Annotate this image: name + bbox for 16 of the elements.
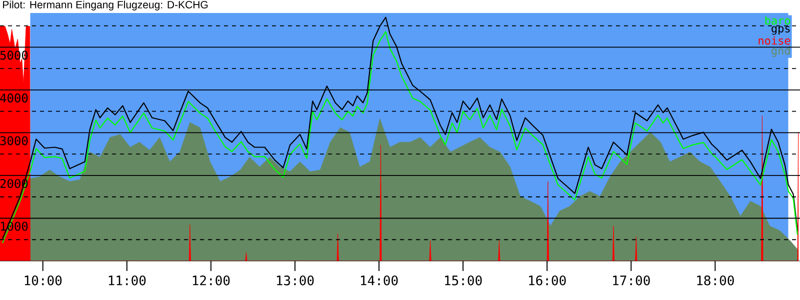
text: gps [772, 26, 790, 35]
y-tick-label: 3000 [0, 136, 28, 146]
x-tick-label: 15:00 [445, 276, 482, 286]
x-tick-label: 17:00 [613, 276, 650, 286]
y-tick-label: 4000 [0, 93, 28, 103]
text: baro [765, 16, 790, 25]
x-tick-label: 14:00 [360, 276, 398, 286]
x-tick-label: 16:00 [529, 276, 566, 286]
chart-title: Pilot: Hermann Eingang Flugzeug: D-KCHG [3, 0, 208, 10]
x-tick-label: 18:00 [697, 276, 734, 286]
text: gnd [772, 46, 790, 57]
x-tick-label: 10:00 [24, 276, 62, 286]
x-tick-label: 11:00 [108, 276, 146, 286]
x-tick-label: 12:00 [192, 276, 230, 286]
text: noise [758, 36, 790, 45]
x-tick-label: 13:00 [276, 276, 314, 286]
